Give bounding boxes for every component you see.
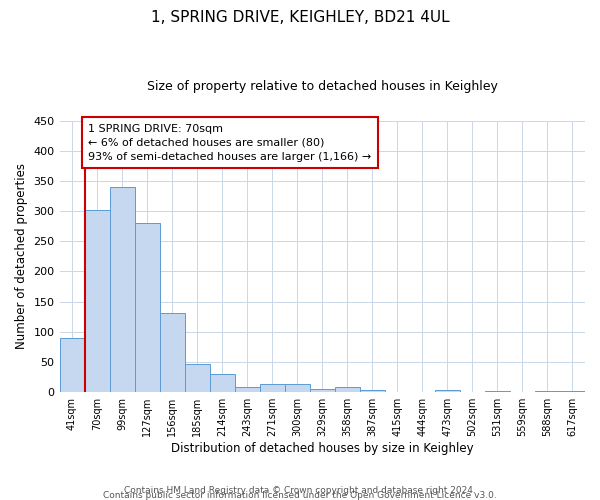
Bar (110, 187, 134, 392)
Bar (360, 390, 385, 392)
Bar (59, 338, 85, 392)
Title: Size of property relative to detached houses in Keighley: Size of property relative to detached ho… (147, 80, 498, 93)
Y-axis label: Number of detached properties: Number of detached properties (15, 164, 28, 350)
Bar (285, 384, 310, 392)
X-axis label: Distribution of detached houses by size in Keighley: Distribution of detached houses by size … (171, 442, 473, 455)
Bar (185, 364, 209, 392)
Bar (535, 391, 560, 392)
Bar (260, 384, 285, 392)
Bar (435, 390, 460, 392)
Bar (310, 388, 335, 392)
Bar (485, 391, 510, 392)
Text: 1 SPRING DRIVE: 70sqm
← 6% of detached houses are smaller (80)
93% of semi-detac: 1 SPRING DRIVE: 70sqm ← 6% of detached h… (88, 124, 371, 162)
Bar (134, 223, 160, 392)
Bar (235, 388, 260, 392)
Text: Contains public sector information licensed under the Open Government Licence v3: Contains public sector information licen… (103, 491, 497, 500)
Text: 1, SPRING DRIVE, KEIGHLEY, BD21 4UL: 1, SPRING DRIVE, KEIGHLEY, BD21 4UL (151, 10, 449, 25)
Bar (335, 387, 360, 392)
Text: Contains HM Land Registry data © Crown copyright and database right 2024.: Contains HM Land Registry data © Crown c… (124, 486, 476, 495)
Bar (160, 313, 185, 392)
Bar (209, 374, 235, 392)
Bar (85, 210, 110, 392)
Bar (560, 391, 585, 392)
